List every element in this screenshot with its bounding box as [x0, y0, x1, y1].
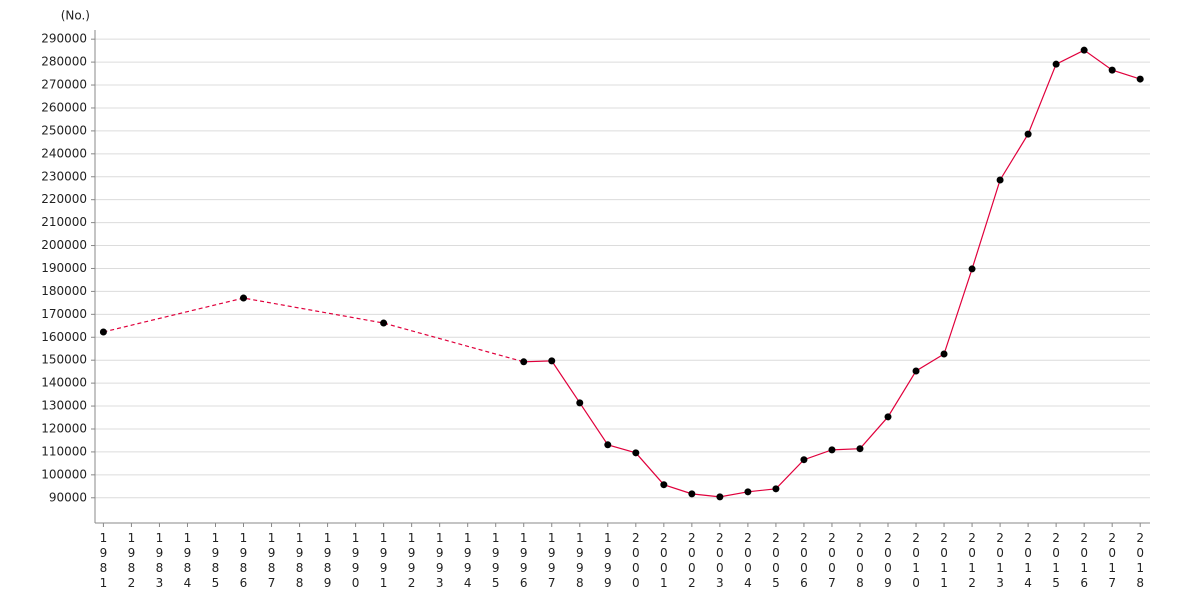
x-tick-label: 1986	[237, 531, 251, 591]
y-tick-label: 250000	[41, 123, 87, 137]
marker	[380, 319, 388, 327]
x-tick-label: 1995	[489, 531, 503, 591]
x-tick-label: 1988	[293, 531, 307, 591]
marker	[856, 445, 864, 453]
marker	[548, 357, 556, 365]
x-tick-label: 1991	[377, 531, 391, 591]
x-tick-label: 1982	[124, 531, 138, 591]
marker	[660, 481, 668, 489]
marker	[716, 493, 724, 501]
y-tick-label: 190000	[41, 261, 87, 275]
marker	[1080, 46, 1088, 54]
marker	[576, 399, 584, 407]
x-tick-label: 2018	[1133, 531, 1147, 591]
x-tick-label: 2013	[993, 531, 1007, 591]
x-tick-label: 2012	[965, 531, 979, 591]
marker	[996, 176, 1004, 184]
x-tick-label: 2003	[713, 531, 727, 591]
x-tick-label: 2016	[1077, 531, 1091, 591]
x-tick-label: 2006	[797, 531, 811, 591]
x-tick-label: 2010	[909, 531, 923, 591]
marker	[632, 449, 640, 457]
y-tick-label: 100000	[41, 467, 87, 481]
x-tick-label: 2000	[629, 531, 643, 591]
marker	[1136, 75, 1144, 83]
x-tick-label: 2004	[741, 531, 755, 591]
y-tick-label: 260000	[41, 100, 87, 114]
marker	[1024, 130, 1032, 138]
y-tick-label: 290000	[41, 32, 87, 46]
marker	[1052, 60, 1060, 68]
x-tick-label: 2017	[1105, 531, 1119, 591]
marker	[828, 446, 836, 454]
x-tick-label: 2001	[657, 531, 671, 591]
marker	[744, 488, 752, 496]
line	[523, 49, 1141, 498]
x-tick-label: 2002	[685, 531, 699, 591]
x-tick-label: 2009	[881, 531, 895, 591]
y-tick-label: 120000	[41, 421, 87, 435]
x-tick-label: 2005	[769, 531, 783, 591]
marker	[240, 294, 248, 302]
x-tick-label: 1994	[461, 531, 475, 591]
x-tick-label: 2007	[825, 531, 839, 591]
y-tick-label: 140000	[41, 376, 87, 390]
marker	[772, 485, 780, 493]
x-tick-label: 1997	[545, 531, 559, 591]
y-axis-label: (No.)	[61, 9, 90, 23]
y-tick-label: 280000	[41, 55, 87, 69]
marker	[604, 441, 612, 449]
y-tick-label: 220000	[41, 192, 87, 206]
y-tick-label: 200000	[41, 238, 87, 252]
x-tick-label: 1993	[433, 531, 447, 591]
y-tick-label: 240000	[41, 146, 87, 160]
marker	[968, 265, 976, 273]
x-tick-label: 1989	[321, 531, 335, 591]
x-tick-label: 1996	[517, 531, 531, 591]
y-tick-label: 210000	[41, 215, 87, 229]
x-tick-label: 1984	[180, 531, 194, 591]
y-tick-label: 90000	[49, 490, 87, 504]
y-tick-label: 110000	[41, 444, 87, 458]
y-tick-label: 130000	[41, 399, 87, 413]
x-tick-label: 2011	[937, 531, 951, 591]
x-tick-label: 1999	[601, 531, 615, 591]
marker	[99, 328, 107, 336]
x-tick-label: 2015	[1049, 531, 1063, 591]
marker	[800, 456, 808, 464]
marker	[912, 367, 920, 375]
marker	[940, 350, 948, 358]
marker	[1108, 66, 1116, 74]
y-tick-label: 150000	[41, 353, 87, 367]
x-tick-label: 2014	[1021, 531, 1035, 591]
y-tick-label: 270000	[41, 78, 87, 92]
y-tick-label: 160000	[41, 330, 87, 344]
x-tick-label: 1985	[208, 531, 222, 591]
y-tick-label: 170000	[41, 307, 87, 321]
x-tick-label: 1992	[405, 531, 419, 591]
y-tick-label: 180000	[41, 284, 87, 298]
x-tick-label: 1990	[349, 531, 363, 591]
y-tick-label: 230000	[41, 169, 87, 183]
marker	[884, 413, 892, 421]
x-tick-label: 1981	[96, 531, 110, 591]
x-tick-label: 1987	[265, 531, 279, 591]
line-dashed	[103, 297, 524, 363]
x-tick-label: 1983	[152, 531, 166, 591]
x-tick-label: 1998	[573, 531, 587, 591]
marker	[688, 490, 696, 498]
marker	[520, 358, 528, 366]
x-tick-label: 2008	[853, 531, 867, 591]
